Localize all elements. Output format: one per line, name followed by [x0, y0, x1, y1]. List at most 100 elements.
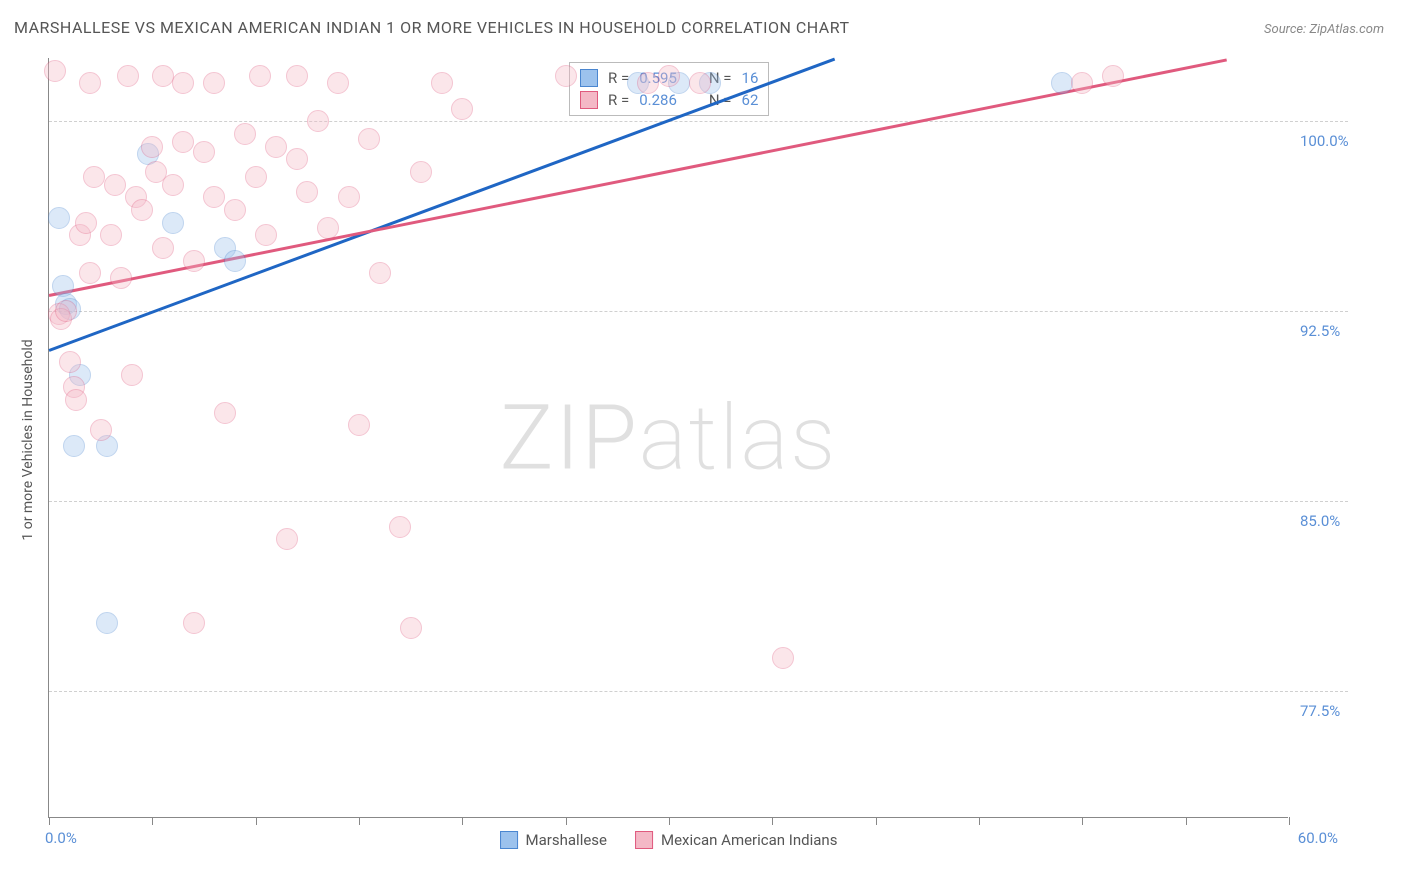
source-label: Source:	[1264, 22, 1309, 37]
x-tick	[152, 817, 153, 825]
data-point	[152, 237, 174, 259]
data-point	[193, 141, 215, 163]
data-point	[183, 612, 205, 634]
data-point	[162, 174, 184, 196]
swatch-mexican	[580, 91, 598, 109]
data-point	[110, 267, 132, 289]
data-point	[431, 72, 453, 94]
x-tick	[256, 817, 257, 825]
data-point	[637, 72, 659, 94]
data-point	[338, 186, 360, 208]
legend-item-marshallese: Marshallese	[500, 831, 607, 849]
x-tick	[566, 817, 567, 825]
data-point	[389, 516, 411, 538]
data-point	[358, 128, 380, 150]
data-point	[400, 617, 422, 639]
data-point	[410, 161, 432, 183]
data-point	[65, 389, 87, 411]
data-point	[59, 351, 81, 373]
data-point	[131, 199, 153, 221]
data-point	[234, 123, 256, 145]
data-point	[104, 174, 126, 196]
data-point	[249, 65, 271, 87]
data-point	[162, 212, 184, 234]
x-tick	[876, 817, 877, 825]
chart-container: MARSHALLESE VS MEXICAN AMERICAN INDIAN 1…	[0, 0, 1406, 892]
data-point	[286, 148, 308, 170]
data-point	[1102, 65, 1124, 87]
watermark: ZIPatlas	[500, 385, 838, 490]
watermark-atlas: atlas	[639, 385, 837, 490]
data-point	[172, 72, 194, 94]
data-point	[214, 402, 236, 424]
legend-swatch-marshallese	[500, 831, 518, 849]
data-point	[369, 262, 391, 284]
data-point	[255, 224, 277, 246]
y-tick-label: 77.5%	[1300, 702, 1380, 720]
data-point	[224, 199, 246, 221]
source-name: ZipAtlas.com	[1309, 22, 1384, 37]
gridline-h	[49, 691, 1348, 692]
data-point	[296, 181, 318, 203]
y-tick-label: 100.0%	[1300, 132, 1380, 150]
data-point	[96, 612, 118, 634]
watermark-zip: ZIP	[500, 385, 639, 490]
x-tick	[1082, 817, 1083, 825]
data-point	[348, 414, 370, 436]
x-tick	[669, 817, 670, 825]
data-point	[55, 300, 77, 322]
y-tick-label: 92.5%	[1300, 322, 1380, 340]
x-tick	[979, 817, 980, 825]
data-point	[79, 72, 101, 94]
trend-line	[48, 58, 834, 352]
gridline-h	[49, 501, 1348, 502]
y-tick-label: 85.0%	[1300, 512, 1380, 530]
data-point	[224, 250, 246, 272]
data-point	[658, 65, 680, 87]
y-axis-title: 1 or more Vehicles in Household	[20, 339, 36, 540]
data-point	[90, 419, 112, 441]
data-point	[79, 262, 101, 284]
data-point	[75, 212, 97, 234]
data-point	[1071, 72, 1093, 94]
data-point	[203, 72, 225, 94]
legend: Marshallese Mexican American Indians	[500, 831, 838, 849]
r-label: R =	[608, 69, 629, 87]
plot-area: ZIPatlas R = 0.595 N = 16 R = 0.286 N = …	[48, 58, 1288, 818]
gridline-h	[49, 311, 1348, 312]
data-point	[772, 647, 794, 669]
data-point	[317, 217, 339, 239]
data-point	[689, 72, 711, 94]
x-tick	[359, 817, 360, 825]
data-point	[245, 166, 267, 188]
x-tick-label: 60.0%	[1298, 829, 1338, 847]
data-point	[327, 72, 349, 94]
data-point	[183, 250, 205, 272]
x-tick	[1289, 817, 1290, 825]
chart-title: MARSHALLESE VS MEXICAN AMERICAN INDIAN 1…	[14, 18, 850, 37]
r-label-2: R =	[608, 91, 629, 109]
data-point	[152, 65, 174, 87]
x-tick	[1186, 817, 1187, 825]
data-point	[83, 166, 105, 188]
data-point	[141, 136, 163, 158]
x-tick	[49, 817, 50, 825]
data-point	[117, 65, 139, 87]
data-point	[1051, 72, 1073, 94]
data-point	[276, 528, 298, 550]
n-value-0: 16	[742, 69, 759, 87]
x-tick	[462, 817, 463, 825]
chart-source: Source: ZipAtlas.com	[1264, 22, 1384, 37]
data-point	[451, 98, 473, 120]
x-tick	[772, 817, 773, 825]
data-point	[121, 364, 143, 386]
data-point	[286, 65, 308, 87]
swatch-marshallese	[580, 69, 598, 87]
stats-row-mexican: R = 0.286 N = 62	[580, 89, 758, 111]
data-point	[203, 186, 225, 208]
data-point	[44, 60, 66, 82]
legend-item-mexican: Mexican American Indians	[635, 831, 837, 849]
data-point	[265, 136, 287, 158]
legend-swatch-mexican	[635, 831, 653, 849]
data-point	[307, 110, 329, 132]
